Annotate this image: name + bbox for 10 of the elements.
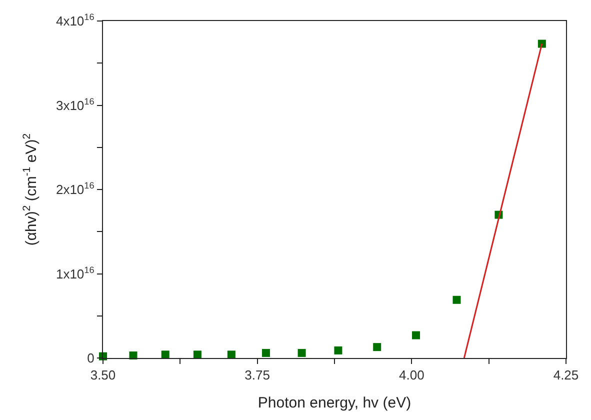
x-tick-label: 4.00 <box>399 368 424 383</box>
y-tick-label: 4x10$^{16}$ <box>56 12 94 29</box>
x-tick-label: 3.75 <box>244 368 270 383</box>
y-tick-label: 1x10$^{16}$ <box>56 264 94 282</box>
x-tick-label: 3.50 <box>90 368 116 383</box>
x-axis-title: Photon energy, hv (eV) <box>258 394 412 412</box>
y-tick-label: 2x10$^{16}$ <box>56 180 94 198</box>
y-tick-label: 0 <box>87 350 94 366</box>
x-tick-label: 4.25 <box>553 368 579 383</box>
y-tick-label: 3x10$^{16}$ <box>56 96 94 113</box>
